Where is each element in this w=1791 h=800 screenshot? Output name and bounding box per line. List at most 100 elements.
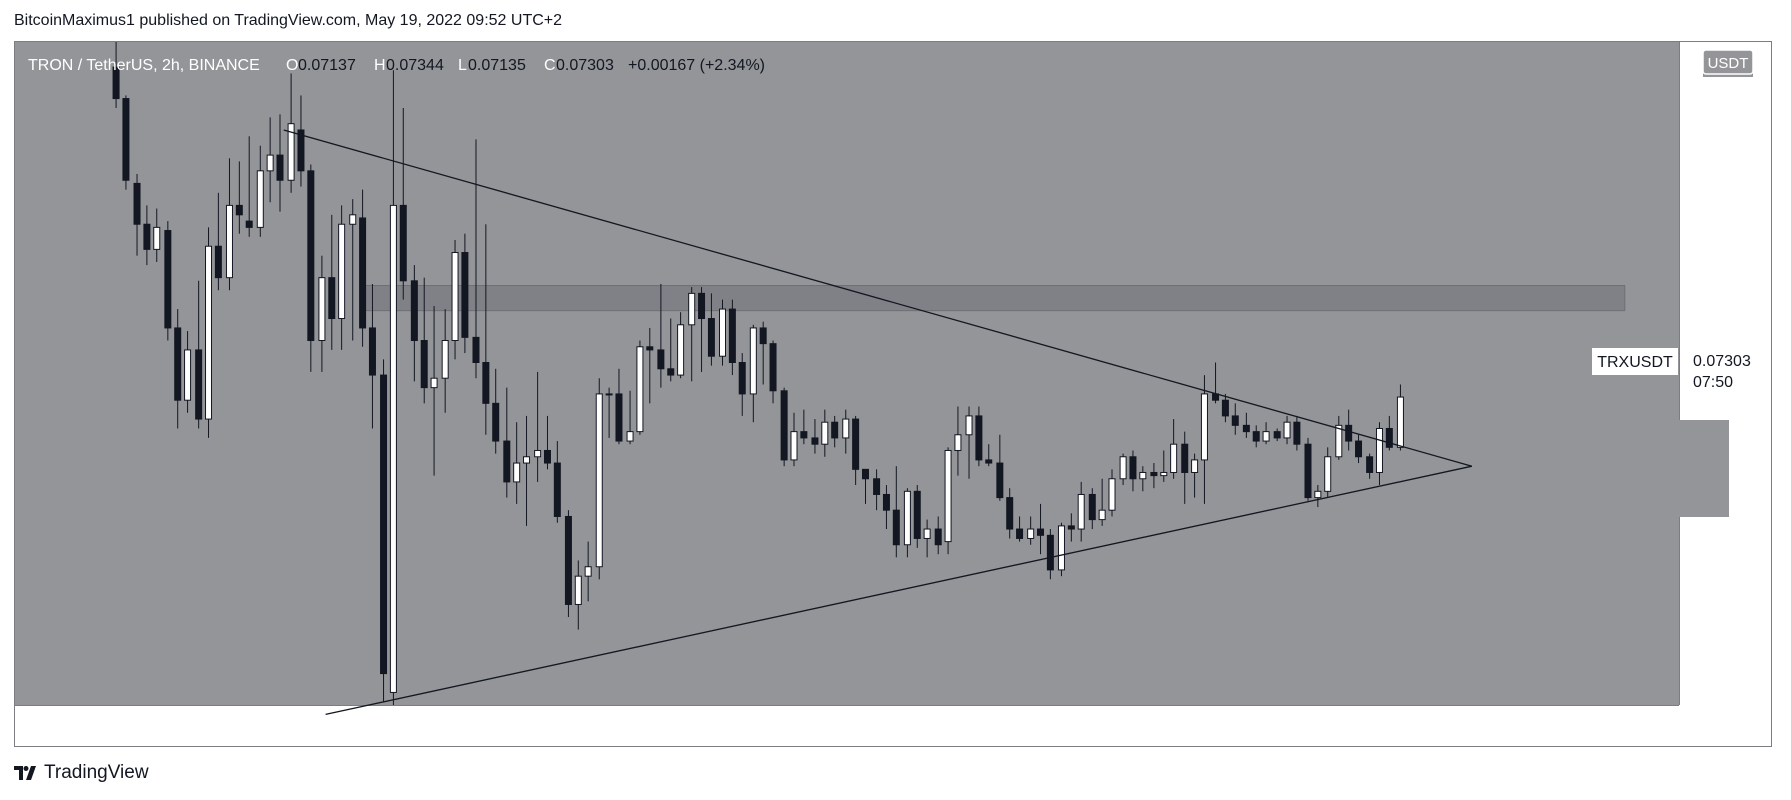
candle-up xyxy=(1170,443,1178,473)
candle-up xyxy=(954,434,962,451)
candle-down xyxy=(1355,440,1363,458)
candle-down xyxy=(1006,497,1014,530)
candle-up xyxy=(1139,471,1147,480)
candle-down xyxy=(811,437,819,445)
candle-up xyxy=(1027,528,1035,539)
symbol-title: TRON / TetherUS, 2h, BINANCE xyxy=(28,57,260,74)
candle-down xyxy=(1016,528,1024,539)
scale-cover xyxy=(1601,420,1729,517)
ohlc-open-value: 0.07137 xyxy=(298,57,356,74)
x-tick-label: 22 xyxy=(1648,721,1666,738)
candle-up xyxy=(225,204,233,279)
candle-down xyxy=(359,217,367,329)
last-price: 0.07303 xyxy=(1693,353,1751,370)
x-tick-label: 18 xyxy=(1155,721,1173,738)
candle-up xyxy=(1262,431,1270,442)
y-tick-label: 0.08000 xyxy=(1695,169,1753,186)
candle-down xyxy=(195,349,203,420)
candle-up xyxy=(441,340,449,379)
candle-down xyxy=(133,182,141,225)
ohlc-high-value: 0.07344 xyxy=(386,57,444,74)
publication-line: BitcoinMaximus1 published on TradingView… xyxy=(14,12,563,29)
y-tick-label: 0.06800 xyxy=(1695,546,1753,563)
candle-down xyxy=(1088,493,1096,521)
candle-down xyxy=(707,318,715,357)
candle-up xyxy=(688,292,696,326)
ticker-label-box xyxy=(1592,348,1678,375)
candle-up xyxy=(584,566,592,577)
currency-label: USDT xyxy=(1708,55,1749,72)
candle-up xyxy=(1324,456,1332,492)
y-tick-label: 0.06400 xyxy=(1695,672,1753,689)
candle-down xyxy=(759,327,767,345)
candle-down xyxy=(1046,534,1054,571)
candle-down xyxy=(934,528,942,546)
candle-up xyxy=(153,226,161,250)
last-price-box xyxy=(1682,348,1770,393)
candle-down xyxy=(1067,525,1075,530)
candle-up xyxy=(595,393,603,568)
tradingview-logo[interactable]: TradingView xyxy=(14,762,149,784)
candle-down xyxy=(1037,528,1045,536)
candle-down xyxy=(1129,456,1137,480)
candle-up xyxy=(523,456,531,464)
candle-down xyxy=(1366,456,1374,473)
candle-up xyxy=(1119,456,1127,480)
candle-up xyxy=(338,223,346,320)
currency-badge[interactable] xyxy=(1702,49,1754,75)
candle-down xyxy=(1181,443,1189,473)
candle-down xyxy=(307,170,315,342)
ticker-label: TRXUSDT xyxy=(1597,354,1673,371)
candle-up xyxy=(1108,478,1116,511)
x-tick-label: 9 xyxy=(50,721,59,738)
candle-up xyxy=(1375,427,1383,473)
candle-down xyxy=(657,349,665,370)
candle-up xyxy=(451,252,459,342)
candle-down xyxy=(492,402,500,442)
candle-down xyxy=(503,440,511,483)
x-tick-label: 10 xyxy=(169,721,187,738)
candle-up xyxy=(1160,471,1168,477)
candle-up xyxy=(1098,509,1106,521)
x-tick-label: 20 xyxy=(1401,721,1419,738)
x-tick-label: 21 xyxy=(1525,721,1543,738)
candle-down xyxy=(143,223,151,250)
candle-down xyxy=(420,340,428,389)
candle-up xyxy=(821,421,829,445)
resistance-zone xyxy=(362,285,1626,312)
ohlc-close-label: C xyxy=(544,57,556,74)
candle-down xyxy=(698,292,706,320)
tradingview-wordmark: TradingView xyxy=(44,762,149,783)
candle-down xyxy=(235,204,243,216)
candle-up xyxy=(1191,459,1199,473)
candle-down xyxy=(174,327,182,401)
candle-down xyxy=(738,362,746,395)
candle-down xyxy=(1150,471,1158,477)
candle-up xyxy=(266,154,274,172)
candle-down xyxy=(728,308,736,364)
candle-down xyxy=(996,462,1004,499)
candle-down xyxy=(399,204,407,282)
candle-up xyxy=(903,490,911,546)
candle-up xyxy=(636,346,644,433)
chart-area[interactable]: 0.080000.078000.076000.074000.072000.070… xyxy=(0,0,1791,760)
candle-up xyxy=(256,170,264,228)
candle-down xyxy=(461,252,469,338)
candle-up xyxy=(790,431,798,461)
candle-up xyxy=(574,575,582,605)
ohlc-low-value: 0.07135 xyxy=(468,57,526,74)
bar-countdown: 07:50 xyxy=(1693,374,1733,391)
ohlc-close-value: 0.07303 xyxy=(556,57,614,74)
candle-up xyxy=(430,377,438,389)
candle-up xyxy=(1335,424,1343,458)
candle-down xyxy=(769,343,777,392)
candle-up xyxy=(749,327,757,395)
candle-up xyxy=(626,431,634,442)
candle-down xyxy=(800,431,808,439)
candle-up xyxy=(965,415,973,436)
candle-down xyxy=(122,98,130,181)
candle-down xyxy=(368,327,376,376)
candle-up xyxy=(944,449,952,543)
candle-down xyxy=(214,245,222,279)
candle-down xyxy=(1221,399,1229,417)
